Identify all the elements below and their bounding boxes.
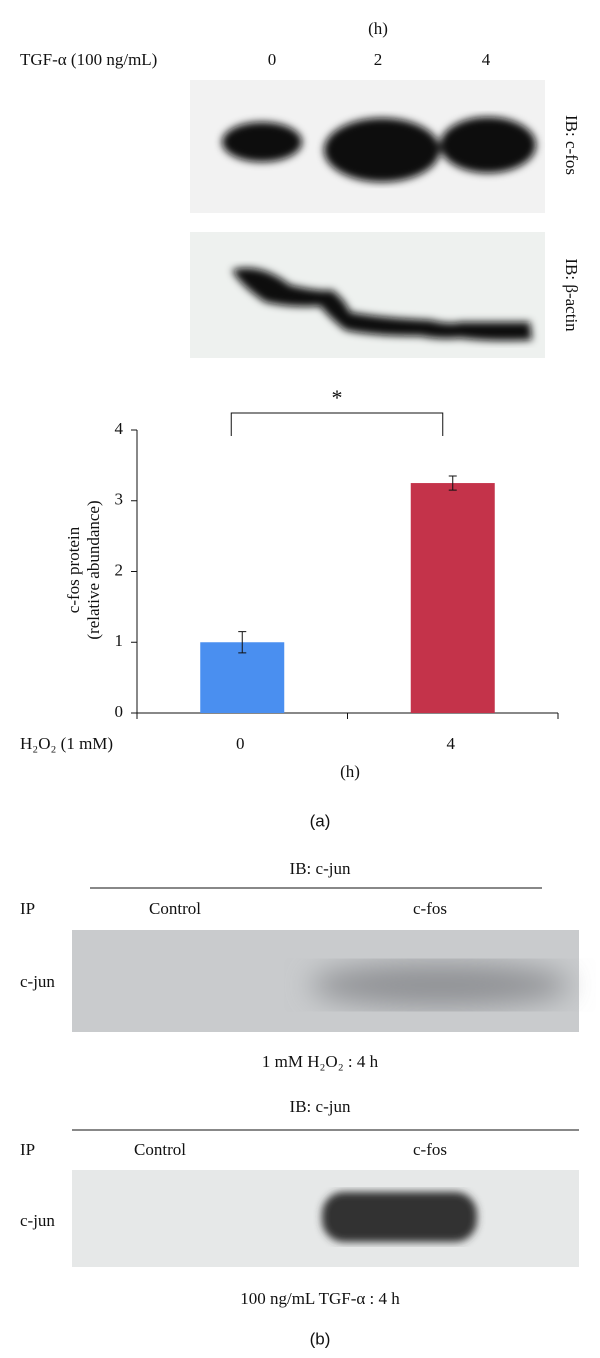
column-label: Control [134,1140,186,1159]
x-axis-unit: (h) [340,762,360,781]
x-axis-label: H₂O₂ (1 mM) [20,734,113,753]
blot-label: IB: c-fos [562,115,581,175]
block-header: IB: c-jun [290,859,351,878]
blot-label: IB: β-actin [562,258,581,332]
bar [200,642,285,713]
row-label: c-jun [20,972,55,991]
column-label: c-fos [413,1140,447,1159]
error-bar [238,631,247,654]
ip-label: IP [20,899,35,918]
y-tick-label: 0 [115,702,124,721]
bar-chart: c-fos protein (relative abundance) H₂O₂ … [20,500,360,781]
panel-label: (b) [310,1329,331,1348]
block-caption: 1 mM H₂O₂ : 4 h [262,1052,379,1071]
block-caption: 100 ng/mL TGF-α : 4 h [240,1289,400,1308]
significance-mark: * [332,385,343,410]
column-label: Control [149,899,201,918]
y-tick-label: 2 [115,560,124,579]
bar [410,483,495,713]
x-tick-label: 0 [236,734,245,753]
cjun-blot [72,930,579,1032]
block-header: IB: c-jun [290,1097,351,1116]
error-bar [448,475,457,491]
cfos-blot [190,80,545,213]
lane-label: 4 [482,50,491,69]
y-tick-label: 4 [115,419,124,438]
y-tick-label: 1 [115,631,124,650]
y-axis-label: (relative abundance) [84,500,103,639]
panel-label: (a) [310,811,331,830]
x-tick-label: 4 [447,734,456,753]
row-label: c-jun [20,1211,55,1230]
significance-bracket [230,412,444,436]
treatment-label: TGF-α (100 ng/mL) [20,50,157,69]
ip-label: IP [20,1140,35,1159]
y-tick-label: 3 [115,490,124,509]
column-label: c-fos [413,899,447,918]
y-axis-label: c-fos protein [64,526,83,613]
cjun-blot [72,1170,579,1267]
actin-blot [190,232,545,358]
lane-label: 2 [374,50,383,69]
time-unit: (h) [368,19,388,38]
lane-label: 0 [268,50,277,69]
